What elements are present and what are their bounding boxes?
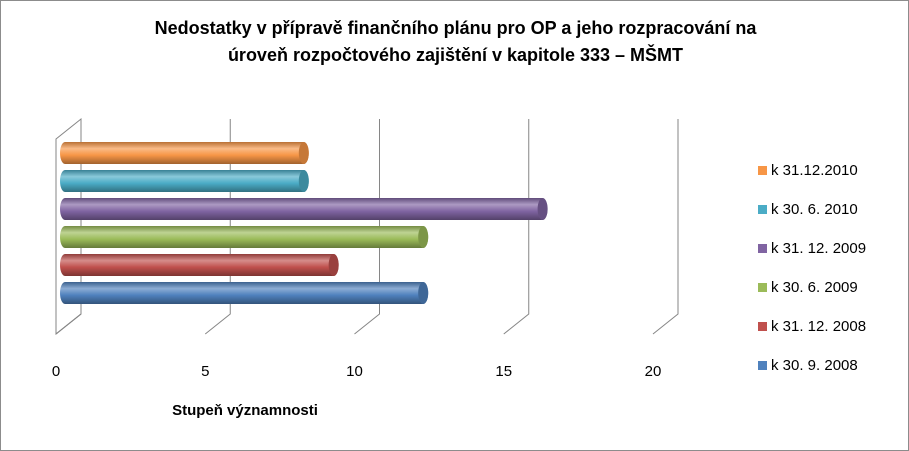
legend-label: k 31.12.2010 <box>771 162 858 179</box>
legend-swatch <box>758 205 767 214</box>
legend-item: k 30. 6. 2009 <box>758 279 858 296</box>
gridline <box>503 119 530 335</box>
gridline <box>354 119 380 335</box>
x-tick-label: 5 <box>201 363 209 380</box>
bar <box>60 170 309 192</box>
bar <box>60 282 429 304</box>
legend-label: k 30. 9. 2008 <box>771 357 858 374</box>
bar <box>60 142 309 164</box>
chart-title-line-2: úroveň rozpočtového zajištění v kapitole… <box>227 45 684 65</box>
legend-swatch <box>758 166 767 175</box>
legend-item: k 31. 12. 2008 <box>758 318 866 335</box>
bar <box>60 198 548 220</box>
x-tick-label: 20 <box>645 363 662 380</box>
bar <box>60 254 339 276</box>
legend-item: k 30. 6. 2010 <box>758 201 858 218</box>
legend-item: k 31. 12. 2009 <box>758 240 866 257</box>
chart-title-line-1: Nedostatky v přípravě finančního plánu p… <box>154 18 757 38</box>
x-tick-label: 15 <box>495 363 512 380</box>
x-axis-label: Stupeň významnosti <box>172 402 318 419</box>
gridline <box>652 119 679 335</box>
x-axis-ticks: 0 5 10 15 20 <box>52 363 662 380</box>
legend-label: k 30. 6. 2010 <box>771 201 858 218</box>
legend-label: k 31. 12. 2009 <box>771 240 866 257</box>
x-tick-label: 0 <box>52 363 60 380</box>
legend-swatch <box>758 244 767 253</box>
legend-swatch <box>758 322 767 331</box>
legend-item: k 31.12.2010 <box>758 162 858 179</box>
legend-item: k 30. 9. 2008 <box>758 357 858 374</box>
x-tick-label: 10 <box>346 363 363 380</box>
chart-legend: k 31.12.2010 k 30. 6. 2010 k 31. 12. 2009 k… <box>758 162 866 374</box>
legend-swatch <box>758 283 767 292</box>
legend-label: k 30. 6. 2009 <box>771 279 858 296</box>
chart-title: Nedostatky v přípravě finančního plánu p… <box>1 15 908 69</box>
legend-label: k 31. 12. 2008 <box>771 318 866 335</box>
bar <box>60 226 429 248</box>
legend-swatch <box>758 361 767 370</box>
chart-bars <box>60 142 548 304</box>
